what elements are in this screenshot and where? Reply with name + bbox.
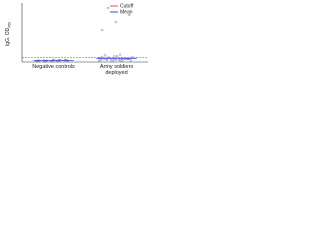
legend-label: Mean	[120, 9, 133, 15]
data-point	[101, 55, 104, 58]
y-label-subscript: 450	[7, 22, 11, 28]
y-label-main: IgG, OD	[5, 27, 11, 46]
data-point	[107, 6, 110, 10]
data-point	[128, 13, 131, 17]
data-point	[119, 53, 122, 56]
data-point	[99, 59, 102, 62]
chart: IgG, OD450 Cutoff Mean Negative controls A…	[0, 0, 150, 79]
x-tick-label: Army soldiers deployed	[99, 64, 134, 76]
data-point	[104, 54, 107, 57]
data-point	[117, 58, 120, 61]
y-axis-label: IgG, OD450	[5, 22, 11, 46]
data-point	[114, 58, 117, 62]
data-point	[128, 57, 131, 60]
legend-label: Cutoff	[120, 3, 134, 9]
data-point	[120, 59, 123, 62]
data-point	[113, 55, 116, 58]
data-point	[105, 58, 108, 61]
x-tick-label: Negative controls	[32, 64, 75, 70]
data-point	[116, 54, 119, 58]
data-point	[129, 59, 132, 62]
data-point	[111, 59, 114, 62]
data-point	[66, 59, 69, 63]
data-point	[101, 28, 104, 32]
data-point	[114, 20, 117, 24]
